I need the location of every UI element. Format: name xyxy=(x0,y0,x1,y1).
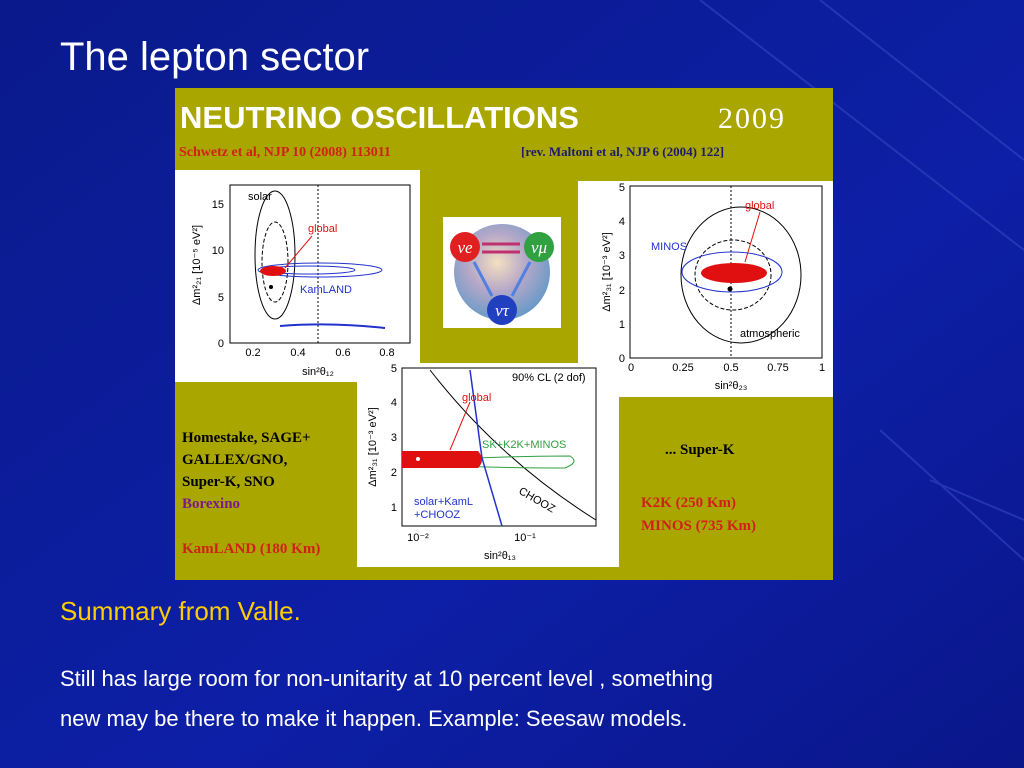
y-axis-label: Δm²₃₁ [10⁻³ eV²] xyxy=(367,407,379,486)
atmospheric-plot: global MINOS atmospheric 0 0.25 0.5 0.75… xyxy=(578,181,833,397)
y-tick-label: 5 xyxy=(391,363,397,375)
plot-label: global xyxy=(308,223,337,235)
y-tick-label: 4 xyxy=(391,397,397,409)
decor-lines xyxy=(699,0,1024,561)
body-line: new may be there to make it happen. Exam… xyxy=(60,706,687,731)
flavor-node xyxy=(524,232,554,262)
x-tick-label: 0.25 xyxy=(672,362,693,374)
pointer xyxy=(744,211,761,263)
experiment: K2K (250 Km) xyxy=(641,495,736,511)
experiment: ... Super-K xyxy=(665,442,735,458)
contour xyxy=(261,221,289,303)
arrow xyxy=(482,242,520,254)
contour xyxy=(680,206,802,344)
plot-frame xyxy=(629,185,823,359)
plot-label: solar xyxy=(248,191,272,203)
contour xyxy=(279,323,386,329)
flavor-node xyxy=(487,295,517,325)
solar-plot: solar global KamLAND 0.2 0.4 0.6 0.8 0 5… xyxy=(175,170,420,382)
contour xyxy=(254,190,296,320)
flavor-label: ντ xyxy=(495,301,510,320)
y-tick-label: 10 xyxy=(212,245,224,257)
best-fit xyxy=(727,286,733,292)
x-tick-label: 10⁻¹ xyxy=(514,532,536,544)
x-axis-label: sin²θ₁₃ xyxy=(484,550,516,562)
x-tick-label: 0.6 xyxy=(335,347,350,359)
experiment: MINOS (735 Km) xyxy=(641,518,756,534)
plot-label: solar+KamL xyxy=(414,496,473,508)
flavor-label: νe xyxy=(457,238,473,257)
plot-label: SK+K2K+MINOS xyxy=(482,439,566,451)
reference: Schwetz et al, NJP 10 (2008) 113011 xyxy=(179,145,391,160)
contour xyxy=(469,369,503,527)
plot-label: KamLAND xyxy=(300,284,352,296)
x-tick-label: 0.4 xyxy=(290,347,305,359)
y-axis-label: Δm²₃₁ [10⁻³ eV²] xyxy=(601,232,613,311)
experiment: Borexino xyxy=(182,496,240,512)
y-tick-label: 4 xyxy=(619,216,625,228)
y-tick-label: 5 xyxy=(619,182,625,194)
slide-title: The lepton sector xyxy=(60,35,369,79)
x-tick-label: 1 xyxy=(819,362,825,374)
y-tick-label: 0 xyxy=(619,353,625,365)
pointer xyxy=(449,401,471,451)
flavor-node xyxy=(450,232,480,262)
experiment: KamLAND (180 Km) xyxy=(182,541,320,557)
figure-year: 2009 xyxy=(718,102,786,135)
chooz-curve xyxy=(429,369,597,521)
x-tick-label: 0.5 xyxy=(723,362,738,374)
x-tick-label: 0.2 xyxy=(245,347,260,359)
flavor-label: νμ xyxy=(531,238,547,257)
plot-label: atmospheric xyxy=(740,328,800,340)
x-tick-label: 0 xyxy=(628,362,634,374)
x-tick-label: 0.75 xyxy=(767,362,788,374)
x-tick-label: 0.8 xyxy=(379,347,394,359)
arrow xyxy=(472,261,532,297)
best-fit xyxy=(269,285,273,289)
body-line: Still has large room for non-unitarity a… xyxy=(60,666,713,691)
plot-label: MINOS xyxy=(651,241,687,253)
plot-background xyxy=(175,170,420,382)
plot-label: +CHOOZ xyxy=(414,509,460,521)
y-tick-label: 15 xyxy=(212,199,224,211)
x-tick-label: 10⁻² xyxy=(407,532,429,544)
best-fit xyxy=(416,457,420,461)
experiment: Super-K, SNO xyxy=(182,474,275,490)
global-region xyxy=(402,451,482,468)
y-tick-label: 1 xyxy=(619,319,625,331)
plot-label: global xyxy=(462,392,491,404)
x-axis-label: sin²θ₁₂ xyxy=(302,366,334,378)
plot-background xyxy=(357,363,619,567)
atmospheric-experiments: ... Super-K K2K (250 Km) MINOS (735 Km) xyxy=(641,442,756,534)
y-tick-label: 3 xyxy=(391,432,397,444)
y-tick-label: 3 xyxy=(619,250,625,262)
summary: Summary from Valle. xyxy=(60,596,301,626)
experiment: GALLEX/GNO, xyxy=(182,452,288,468)
contour xyxy=(681,251,783,293)
solar-experiments: Homestake, SAGE+ GALLEX/GNO, Super-K, SN… xyxy=(182,430,320,557)
plot-frame xyxy=(229,184,411,344)
global-region xyxy=(260,266,286,276)
y-tick-label: 1 xyxy=(391,502,397,514)
contour xyxy=(694,239,772,311)
y-tick-label: 0 xyxy=(218,338,224,350)
contour xyxy=(257,262,383,278)
review-reference: [rev. Maltoni et al, NJP 6 (2004) 122] xyxy=(521,144,724,159)
figure-heading: NEUTRINO OSCILLATIONS xyxy=(180,100,579,135)
y-tick-label: 2 xyxy=(619,285,625,297)
x-axis-label: sin²θ₂₃ xyxy=(715,380,748,392)
flavor-diagram: νe νμ ντ xyxy=(443,217,561,328)
y-axis-label: Δm²₂₁ [10⁻⁵ eV²] xyxy=(191,225,203,305)
y-tick-label: 5 xyxy=(218,292,224,304)
pointer xyxy=(284,235,313,269)
plot-frame xyxy=(401,367,597,527)
global-region xyxy=(701,263,767,283)
plot-label: global xyxy=(745,200,774,212)
y-tick-label: 2 xyxy=(391,467,397,479)
experiment: Homestake, SAGE+ xyxy=(182,430,311,446)
plot-label: 90% CL (2 dof) xyxy=(512,372,586,384)
reactor-plot: 90% CL (2 dof) global SK+K2K+MINOS CHOOZ… xyxy=(357,363,619,567)
